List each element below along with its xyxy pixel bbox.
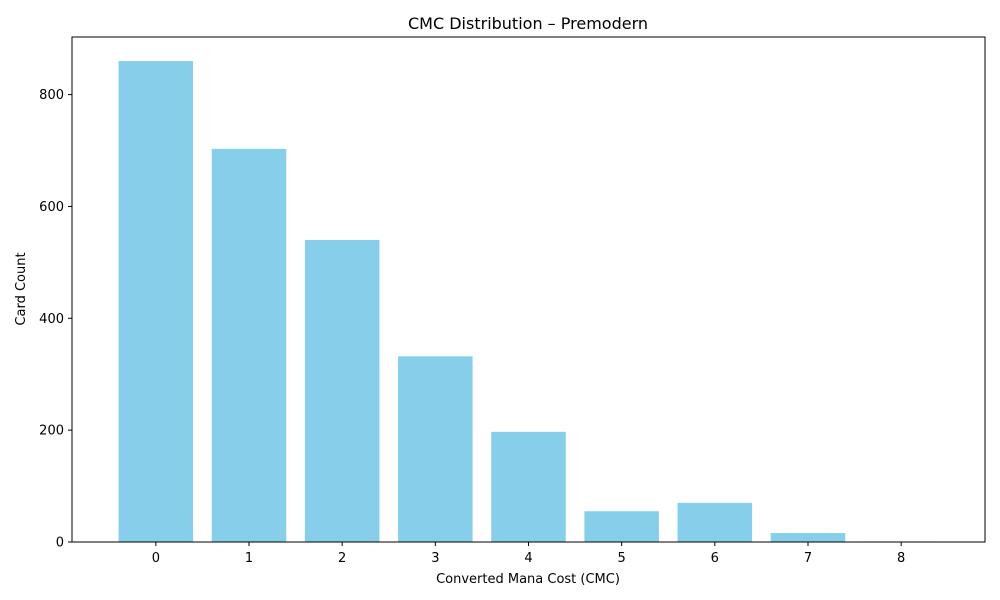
x-axis-ticks: 0 1 2 3 4 5 6 7 8 (152, 542, 905, 566)
bar-cmc-2 (304, 240, 380, 542)
x-tick-label: 1 (245, 551, 253, 566)
x-tick-label: 7 (804, 551, 812, 566)
bars-group (118, 61, 939, 543)
bar-cmc-4 (491, 431, 566, 542)
bar-cmc-7 (770, 533, 846, 542)
x-tick-label: 0 (152, 551, 160, 566)
x-tick-label: 5 (618, 551, 626, 566)
x-tick-label: 6 (711, 551, 719, 566)
bar-cmc-0 (118, 61, 194, 543)
x-tick-label: 4 (524, 551, 532, 566)
y-axis-ticks: 0 200 400 600 800 (39, 88, 72, 551)
y-tick-label: 0 (56, 536, 64, 551)
x-tick-label: 3 (431, 551, 439, 566)
x-tick-label: 8 (897, 551, 905, 566)
x-axis-label: Converted Mana Cost (CMC) (436, 572, 620, 587)
bar-cmc-3 (398, 356, 473, 542)
bar-cmc-1 (211, 148, 287, 542)
bar-cmc-6 (677, 502, 753, 542)
y-tick-label: 600 (39, 200, 64, 215)
bar-cmc-5 (584, 511, 659, 542)
y-tick-label: 800 (39, 88, 64, 103)
y-tick-label: 200 (39, 424, 64, 439)
x-tick-label: 2 (338, 551, 346, 566)
chart-title: CMC Distribution – Premodern (408, 14, 648, 33)
y-tick-label: 400 (39, 312, 64, 327)
y-axis-label: Card Count (14, 252, 29, 325)
